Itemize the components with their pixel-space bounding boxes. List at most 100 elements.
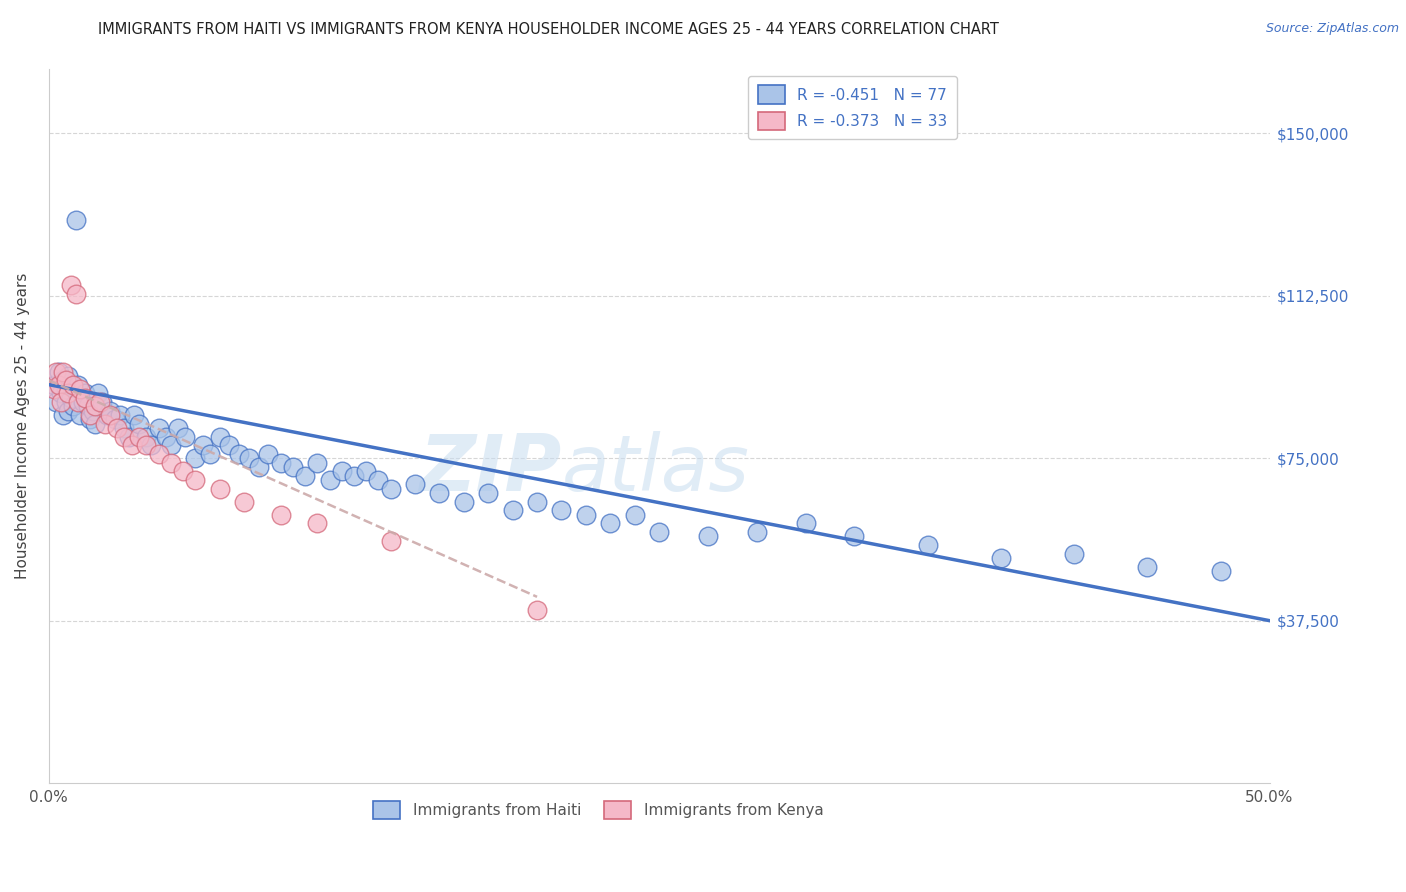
Point xyxy=(380,533,402,548)
Text: atlas: atlas xyxy=(561,431,749,507)
Point xyxy=(318,473,340,487)
Point xyxy=(281,459,304,474)
Point xyxy=(67,377,90,392)
Point xyxy=(121,438,143,452)
Point xyxy=(52,408,75,422)
Point xyxy=(354,464,377,478)
Point xyxy=(114,429,136,443)
Point xyxy=(62,377,84,392)
Point xyxy=(79,412,101,426)
Point xyxy=(58,369,80,384)
Point xyxy=(49,395,72,409)
Point xyxy=(55,395,77,409)
Point xyxy=(104,412,127,426)
Point xyxy=(575,508,598,522)
Point xyxy=(191,438,214,452)
Text: IMMIGRANTS FROM HAITI VS IMMIGRANTS FROM KENYA HOUSEHOLDER INCOME AGES 25 - 44 Y: IMMIGRANTS FROM HAITI VS IMMIGRANTS FROM… xyxy=(98,22,1000,37)
Y-axis label: Householder Income Ages 25 - 44 years: Householder Income Ages 25 - 44 years xyxy=(15,273,30,579)
Point xyxy=(48,365,70,379)
Point xyxy=(58,386,80,401)
Point xyxy=(159,438,181,452)
Point xyxy=(1063,547,1085,561)
Point xyxy=(745,524,768,539)
Point xyxy=(917,538,939,552)
Point xyxy=(794,516,817,531)
Text: Source: ZipAtlas.com: Source: ZipAtlas.com xyxy=(1265,22,1399,36)
Point xyxy=(135,438,157,452)
Point xyxy=(148,447,170,461)
Point xyxy=(96,408,118,422)
Point xyxy=(98,403,121,417)
Point xyxy=(1209,564,1232,578)
Point xyxy=(135,429,157,443)
Point xyxy=(67,395,90,409)
Point xyxy=(128,417,150,431)
Point xyxy=(59,391,82,405)
Point xyxy=(84,399,107,413)
Point xyxy=(648,524,671,539)
Point xyxy=(98,408,121,422)
Point xyxy=(105,421,128,435)
Point xyxy=(94,417,117,431)
Point xyxy=(270,508,292,522)
Point xyxy=(343,468,366,483)
Point xyxy=(108,408,131,422)
Text: ZIP: ZIP xyxy=(419,431,561,507)
Point xyxy=(45,365,67,379)
Point xyxy=(526,494,548,508)
Point xyxy=(167,421,190,435)
Point xyxy=(55,382,77,396)
Point xyxy=(148,421,170,435)
Point xyxy=(122,408,145,422)
Point xyxy=(247,459,270,474)
Point xyxy=(623,508,645,522)
Point xyxy=(86,386,108,401)
Point xyxy=(429,486,451,500)
Point xyxy=(69,382,91,396)
Point xyxy=(477,486,499,500)
Point xyxy=(55,373,77,387)
Point xyxy=(75,386,97,401)
Point xyxy=(330,464,353,478)
Point xyxy=(228,447,250,461)
Point xyxy=(307,456,329,470)
Point xyxy=(453,494,475,508)
Point xyxy=(49,386,72,401)
Point xyxy=(233,494,256,508)
Point xyxy=(128,429,150,443)
Point xyxy=(172,464,194,478)
Point xyxy=(42,382,65,396)
Point xyxy=(270,456,292,470)
Point xyxy=(155,429,177,443)
Point xyxy=(141,438,163,452)
Point xyxy=(48,377,70,392)
Legend: Immigrants from Haiti, Immigrants from Kenya: Immigrants from Haiti, Immigrants from K… xyxy=(367,795,830,825)
Point xyxy=(59,278,82,293)
Point xyxy=(184,473,207,487)
Point xyxy=(45,395,67,409)
Point xyxy=(1136,559,1159,574)
Point xyxy=(238,451,260,466)
Point xyxy=(367,473,389,487)
Point xyxy=(526,603,548,617)
Point xyxy=(307,516,329,531)
Point xyxy=(75,391,97,405)
Point xyxy=(72,395,94,409)
Point xyxy=(69,408,91,422)
Point xyxy=(84,417,107,431)
Point xyxy=(42,377,65,392)
Point xyxy=(294,468,316,483)
Point xyxy=(502,503,524,517)
Point xyxy=(198,447,221,461)
Point xyxy=(89,395,111,409)
Point xyxy=(208,429,231,443)
Point xyxy=(184,451,207,466)
Point xyxy=(91,395,114,409)
Point xyxy=(844,529,866,543)
Point xyxy=(599,516,621,531)
Point xyxy=(159,456,181,470)
Point xyxy=(82,403,104,417)
Point xyxy=(62,399,84,413)
Point xyxy=(52,373,75,387)
Point xyxy=(218,438,240,452)
